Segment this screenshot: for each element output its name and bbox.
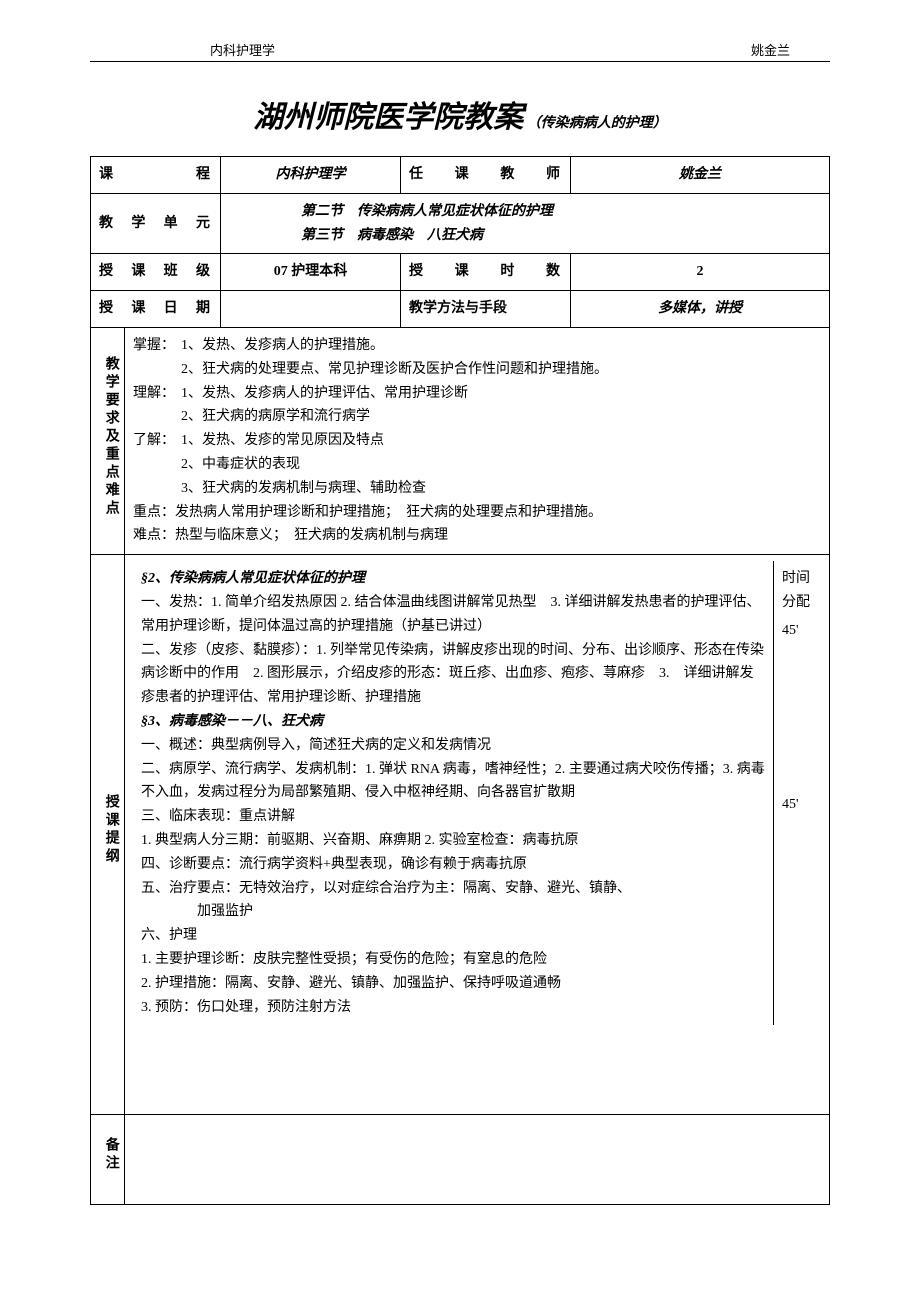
time-2: 45' xyxy=(782,793,821,817)
row-date: 授课日期 教学方法与手段 多媒体，讲授 xyxy=(91,291,830,328)
date-label: 授课日期 xyxy=(91,291,221,328)
class-label: 授课班级 xyxy=(91,254,221,291)
main-title: 湖州师院医学院教案 xyxy=(253,101,523,134)
difficulty-line: 难点：热型与临床意义； 狂犬病的发病机制与病理 xyxy=(133,524,821,548)
lesson-plan-table: 课程 内科护理学 任课教师 姚金兰 教学单元 第二节 传染病病人常见症状体征的护… xyxy=(90,156,830,1205)
s3-p2: 二、病原学、流行病学、发病机制：1. 弹状 RNA 病毒，嗜神经性；2. 主要通… xyxy=(141,758,765,806)
time-1: 45' xyxy=(782,619,821,643)
row-course: 课程 内科护理学 任课教师 姚金兰 xyxy=(91,157,830,194)
understand-2: 2、狂犬病的病原学和流行病学 xyxy=(181,405,370,429)
document-title: 湖州师院医学院教案 （传染病病人的护理） xyxy=(90,92,830,136)
header-right: 姚金兰 xyxy=(751,40,790,59)
s3-p3: 三、临床表现：重点讲解 xyxy=(141,805,765,829)
sub-title: （传染病病人的护理） xyxy=(527,116,667,131)
teacher-value: 姚金兰 xyxy=(571,157,830,194)
grasp-tag: 掌握： xyxy=(133,334,181,358)
grasp-2: 2、狂犬病的处理要点、常见护理诊断及医护合作性问题和护理措施。 xyxy=(181,358,608,382)
s3-p1: 一、概述：典型病例导入，简述狂犬病的定义和发病情况 xyxy=(141,734,765,758)
page-header: 内科护理学 姚金兰 xyxy=(90,40,830,62)
time-allocation: 时间分配 45' 45' xyxy=(773,561,821,1025)
row-outline: 授课提纲 §2、传染病病人常见症状体征的护理 一、发热：1. 简单介绍发热原因 … xyxy=(91,555,830,1115)
know-2: 2、中毒症状的表现 xyxy=(181,453,300,477)
notes-content xyxy=(125,1115,830,1205)
unit-line1: 第二节 传染病病人常见症状体征的护理 xyxy=(301,200,821,224)
understand-1: 1、发热、发疹病人的护理评估、常用护理诊断 xyxy=(181,382,468,406)
outline-content: §2、传染病病人常见症状体征的护理 一、发热：1. 简单介绍发热原因 2. 结合… xyxy=(125,555,830,1115)
understand-tag: 理解： xyxy=(133,382,181,406)
know-1: 1、发热、发疹的常见原因及特点 xyxy=(181,429,384,453)
section2-head: §2、传染病病人常见症状体征的护理 xyxy=(141,567,765,591)
s3-p8: 1. 主要护理诊断：皮肤完整性受损；有受伤的危险；有窒息的危险 xyxy=(141,948,765,972)
date-value xyxy=(221,291,401,328)
row-class: 授课班级 07 护理本科 授课时数 2 xyxy=(91,254,830,291)
s3-p4: 1. 典型病人分三期：前驱期、兴奋期、麻痹期 2. 实验室检查：病毒抗原 xyxy=(141,829,765,853)
requirements-vlabel: 教学要求及重点难点 xyxy=(91,327,125,554)
time-head: 时间分配 xyxy=(782,567,821,615)
s3-p7: 六、护理 xyxy=(141,924,765,948)
s3-p6b: 加强监护 xyxy=(141,900,765,924)
teacher-label: 任课教师 xyxy=(401,157,571,194)
hours-value: 2 xyxy=(571,254,830,291)
class-value: 07 护理本科 xyxy=(221,254,401,291)
course-label: 课程 xyxy=(91,157,221,194)
s2-p1: 一、发热：1. 简单介绍发热原因 2. 结合体温曲线图讲解常见热型 3. 详细讲… xyxy=(141,591,765,639)
s3-p6a: 五、治疗要点：无特效治疗，以对症综合治疗为主：隔离、安静、避光、镇静、 xyxy=(141,877,765,901)
know-3: 3、狂犬病的发病机制与病理、辅助检查 xyxy=(181,477,426,501)
unit-value: 第二节 传染病病人常见症状体征的护理 第三节 病毒感染 八狂犬病 xyxy=(221,193,830,254)
section3-head: §3、病毒感染－－八、狂犬病 xyxy=(141,710,765,734)
row-unit: 教学单元 第二节 传染病病人常见症状体征的护理 第三节 病毒感染 八狂犬病 xyxy=(91,193,830,254)
course-value: 内科护理学 xyxy=(221,157,401,194)
row-requirements: 教学要求及重点难点 掌握：1、发热、发疹病人的护理措施。 2、狂犬病的处理要点、… xyxy=(91,327,830,554)
notes-vlabel: 备注 xyxy=(91,1115,125,1205)
unit-line2: 第三节 病毒感染 八狂犬病 xyxy=(301,224,821,248)
focus-line: 重点：发热病人常用护理诊断和护理措施； 狂犬病的处理要点和护理措施。 xyxy=(133,501,821,525)
s2-p2: 二、发疹（皮疹、黏膜疹）：1. 列举常见传染病，讲解皮疹出现的时间、分布、出诊顺… xyxy=(141,639,765,710)
requirements-content: 掌握：1、发热、发疹病人的护理措施。 2、狂犬病的处理要点、常见护理诊断及医护合… xyxy=(125,327,830,554)
outline-vlabel: 授课提纲 xyxy=(91,555,125,1115)
header-left: 内科护理学 xyxy=(210,40,275,59)
know-tag: 了解： xyxy=(133,429,181,453)
row-notes: 备注 xyxy=(91,1115,830,1205)
method-value: 多媒体，讲授 xyxy=(571,291,830,328)
unit-label: 教学单元 xyxy=(91,193,221,254)
method-label: 教学方法与手段 xyxy=(401,291,571,328)
s3-p9: 2. 护理措施：隔离、安静、避光、镇静、加强监护、保持呼吸道通畅 xyxy=(141,972,765,996)
hours-label: 授课时数 xyxy=(401,254,571,291)
s3-p5: 四、诊断要点：流行病学资料+典型表现，确诊有赖于病毒抗原 xyxy=(141,853,765,877)
grasp-1: 1、发热、发疹病人的护理措施。 xyxy=(181,334,384,358)
s3-p10: 3. 预防：伤口处理，预防注射方法 xyxy=(141,996,765,1020)
